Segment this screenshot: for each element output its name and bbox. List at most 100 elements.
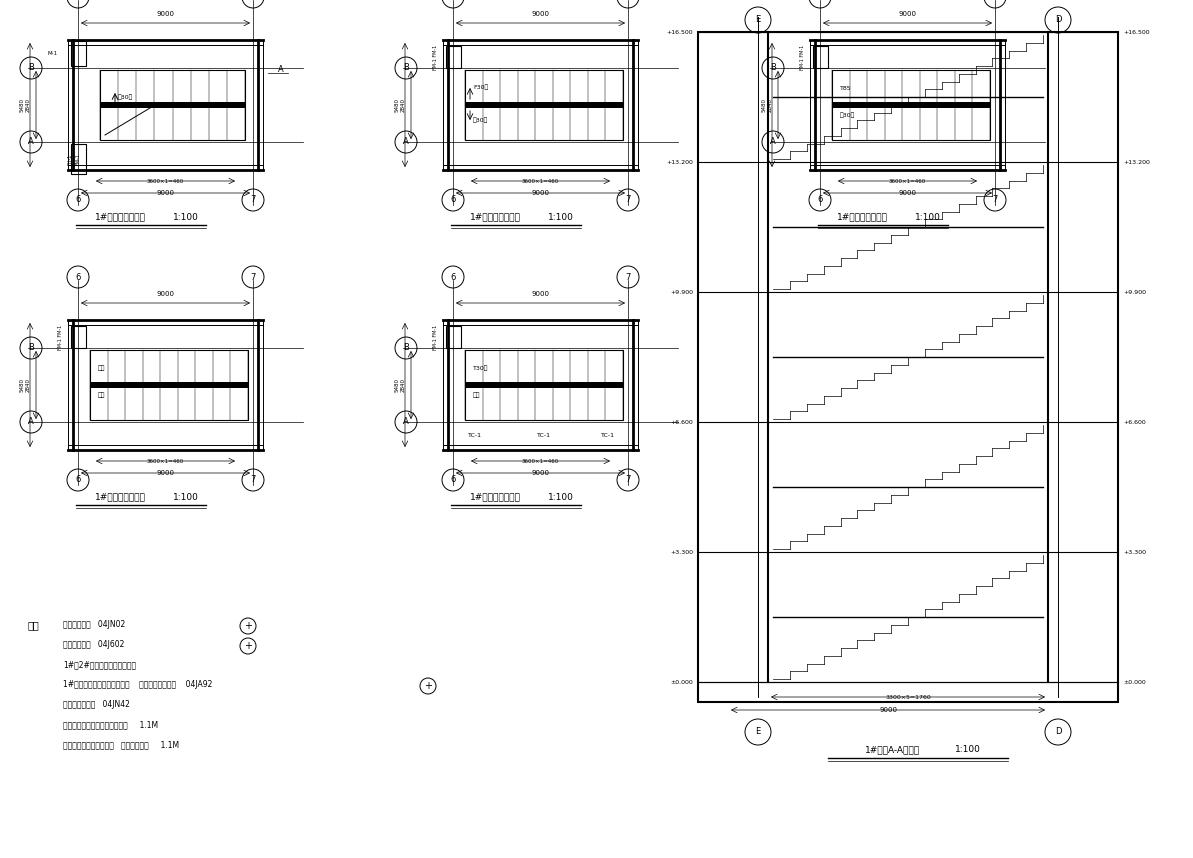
Text: TC-1: TC-1 xyxy=(601,433,616,438)
Text: 贮藏: 贮藏 xyxy=(98,366,105,371)
Bar xyxy=(446,326,460,348)
Bar xyxy=(89,382,248,388)
Text: 3600×1=460: 3600×1=460 xyxy=(889,179,926,184)
Bar xyxy=(465,70,623,140)
Text: 7: 7 xyxy=(625,475,631,485)
Text: +: + xyxy=(245,641,252,651)
Text: 5480: 5480 xyxy=(20,98,25,112)
Text: E: E xyxy=(755,728,761,736)
Text: 9000: 9000 xyxy=(879,707,897,713)
Text: E: E xyxy=(755,15,761,25)
Text: 6: 6 xyxy=(817,196,823,204)
Bar xyxy=(812,46,828,68)
Text: 9000: 9000 xyxy=(898,190,916,196)
Text: 1:100: 1:100 xyxy=(956,746,981,754)
Text: A: A xyxy=(771,137,775,147)
Bar xyxy=(100,102,245,108)
Text: +16.500: +16.500 xyxy=(1123,29,1150,34)
Text: +6.600: +6.600 xyxy=(670,420,693,425)
Text: 2840: 2840 xyxy=(26,98,31,112)
Text: 顶层楼梯水平往低杆冲高不低于     1.1M: 顶层楼梯水平往低杆冲高不低于 1.1M xyxy=(63,720,159,729)
Text: 楼梯栏杆详图   04JN02: 楼梯栏杆详图 04JN02 xyxy=(63,620,125,629)
Text: 1:100: 1:100 xyxy=(173,492,198,501)
Text: 9000: 9000 xyxy=(156,291,174,297)
Text: A: A xyxy=(403,418,409,426)
Text: B: B xyxy=(29,343,33,353)
Text: FH-1: FH-1 xyxy=(68,154,73,165)
Bar xyxy=(465,350,623,420)
Text: +13.200: +13.200 xyxy=(666,160,693,165)
Bar xyxy=(832,102,990,108)
Text: B: B xyxy=(29,63,33,72)
Text: 阿多防滑条详图   04JN42: 阿多防滑条详图 04JN42 xyxy=(63,700,130,709)
Text: 5480: 5480 xyxy=(395,378,400,392)
Text: M-1: M-1 xyxy=(48,51,58,56)
Text: A: A xyxy=(403,137,409,147)
Text: 9000: 9000 xyxy=(532,291,550,297)
Text: 3600×1=460: 3600×1=460 xyxy=(521,179,560,184)
Text: TC-1: TC-1 xyxy=(537,433,551,438)
Text: 9000: 9000 xyxy=(532,190,550,196)
Bar xyxy=(72,144,86,174)
Text: 2840: 2840 xyxy=(401,98,406,112)
Text: 1#楼梯四层平面图: 1#楼梯四层平面图 xyxy=(95,492,146,501)
Text: 1#楼梯五层平面图: 1#楼梯五层平面图 xyxy=(470,492,521,501)
Text: 2840: 2840 xyxy=(26,378,31,392)
Text: FM-1 FM-1: FM-1 FM-1 xyxy=(58,324,63,349)
Text: 6: 6 xyxy=(75,475,81,485)
Text: +13.200: +13.200 xyxy=(1123,160,1150,165)
Text: ±0.000: ±0.000 xyxy=(1123,680,1145,685)
Text: 6: 6 xyxy=(75,196,81,204)
Bar xyxy=(832,70,990,140)
Text: +9.900: +9.900 xyxy=(670,289,693,294)
Text: 3600×1=460: 3600×1=460 xyxy=(147,459,184,464)
Bar xyxy=(446,46,460,68)
Text: +6.600: +6.600 xyxy=(1123,420,1145,425)
Text: B: B xyxy=(403,343,409,353)
Text: 7: 7 xyxy=(993,196,997,204)
Text: T85: T85 xyxy=(840,86,852,91)
Text: A: A xyxy=(29,418,33,426)
Text: 注：: 注： xyxy=(27,620,39,630)
Text: 6: 6 xyxy=(450,475,456,485)
Text: 7: 7 xyxy=(625,196,631,204)
Text: A: A xyxy=(29,137,33,147)
Text: 6: 6 xyxy=(75,0,81,2)
Text: 5480: 5480 xyxy=(762,98,767,112)
Text: 上30步: 上30步 xyxy=(118,94,134,100)
Text: 6: 6 xyxy=(450,0,456,2)
Text: 9000: 9000 xyxy=(898,11,916,17)
Text: 1:100: 1:100 xyxy=(548,492,574,501)
Text: +: + xyxy=(424,681,432,691)
Text: 7: 7 xyxy=(251,273,255,281)
Text: 6: 6 xyxy=(450,273,456,281)
Text: 7: 7 xyxy=(251,0,255,2)
Text: 上步: 上步 xyxy=(98,392,105,398)
Text: B: B xyxy=(769,63,775,72)
Text: D: D xyxy=(1055,728,1062,736)
Text: 楼梯扶手等级   04J602: 楼梯扶手等级 04J602 xyxy=(63,640,124,649)
Text: 3600×1=460: 3600×1=460 xyxy=(147,179,184,184)
Text: 1#楼梯三层平面图: 1#楼梯三层平面图 xyxy=(837,213,888,221)
Text: FM-1: FM-1 xyxy=(75,153,80,165)
Text: FM-1 FM-1: FM-1 FM-1 xyxy=(801,45,805,69)
Text: +: + xyxy=(245,621,252,631)
Text: 5480: 5480 xyxy=(20,378,25,392)
Text: 9000: 9000 xyxy=(156,190,174,196)
Text: 上步: 上步 xyxy=(472,392,481,398)
Text: D: D xyxy=(1055,15,1062,25)
Text: FM-1 FM-1: FM-1 FM-1 xyxy=(433,45,438,69)
Text: 上30步: 上30步 xyxy=(472,118,488,123)
Bar xyxy=(698,32,1118,702)
Text: 6: 6 xyxy=(817,0,823,2)
Bar xyxy=(89,350,248,420)
Text: 2840: 2840 xyxy=(768,98,773,112)
Text: T30步: T30步 xyxy=(472,366,488,371)
Text: 上30步: 上30步 xyxy=(840,112,855,118)
Text: 9000: 9000 xyxy=(532,470,550,476)
Text: 1#楼梯A-A剖面图: 1#楼梯A-A剖面图 xyxy=(865,746,921,754)
Text: A: A xyxy=(278,65,284,75)
Text: 3600×1=460: 3600×1=460 xyxy=(521,459,560,464)
Text: B: B xyxy=(403,63,409,72)
Bar xyxy=(465,382,623,388)
